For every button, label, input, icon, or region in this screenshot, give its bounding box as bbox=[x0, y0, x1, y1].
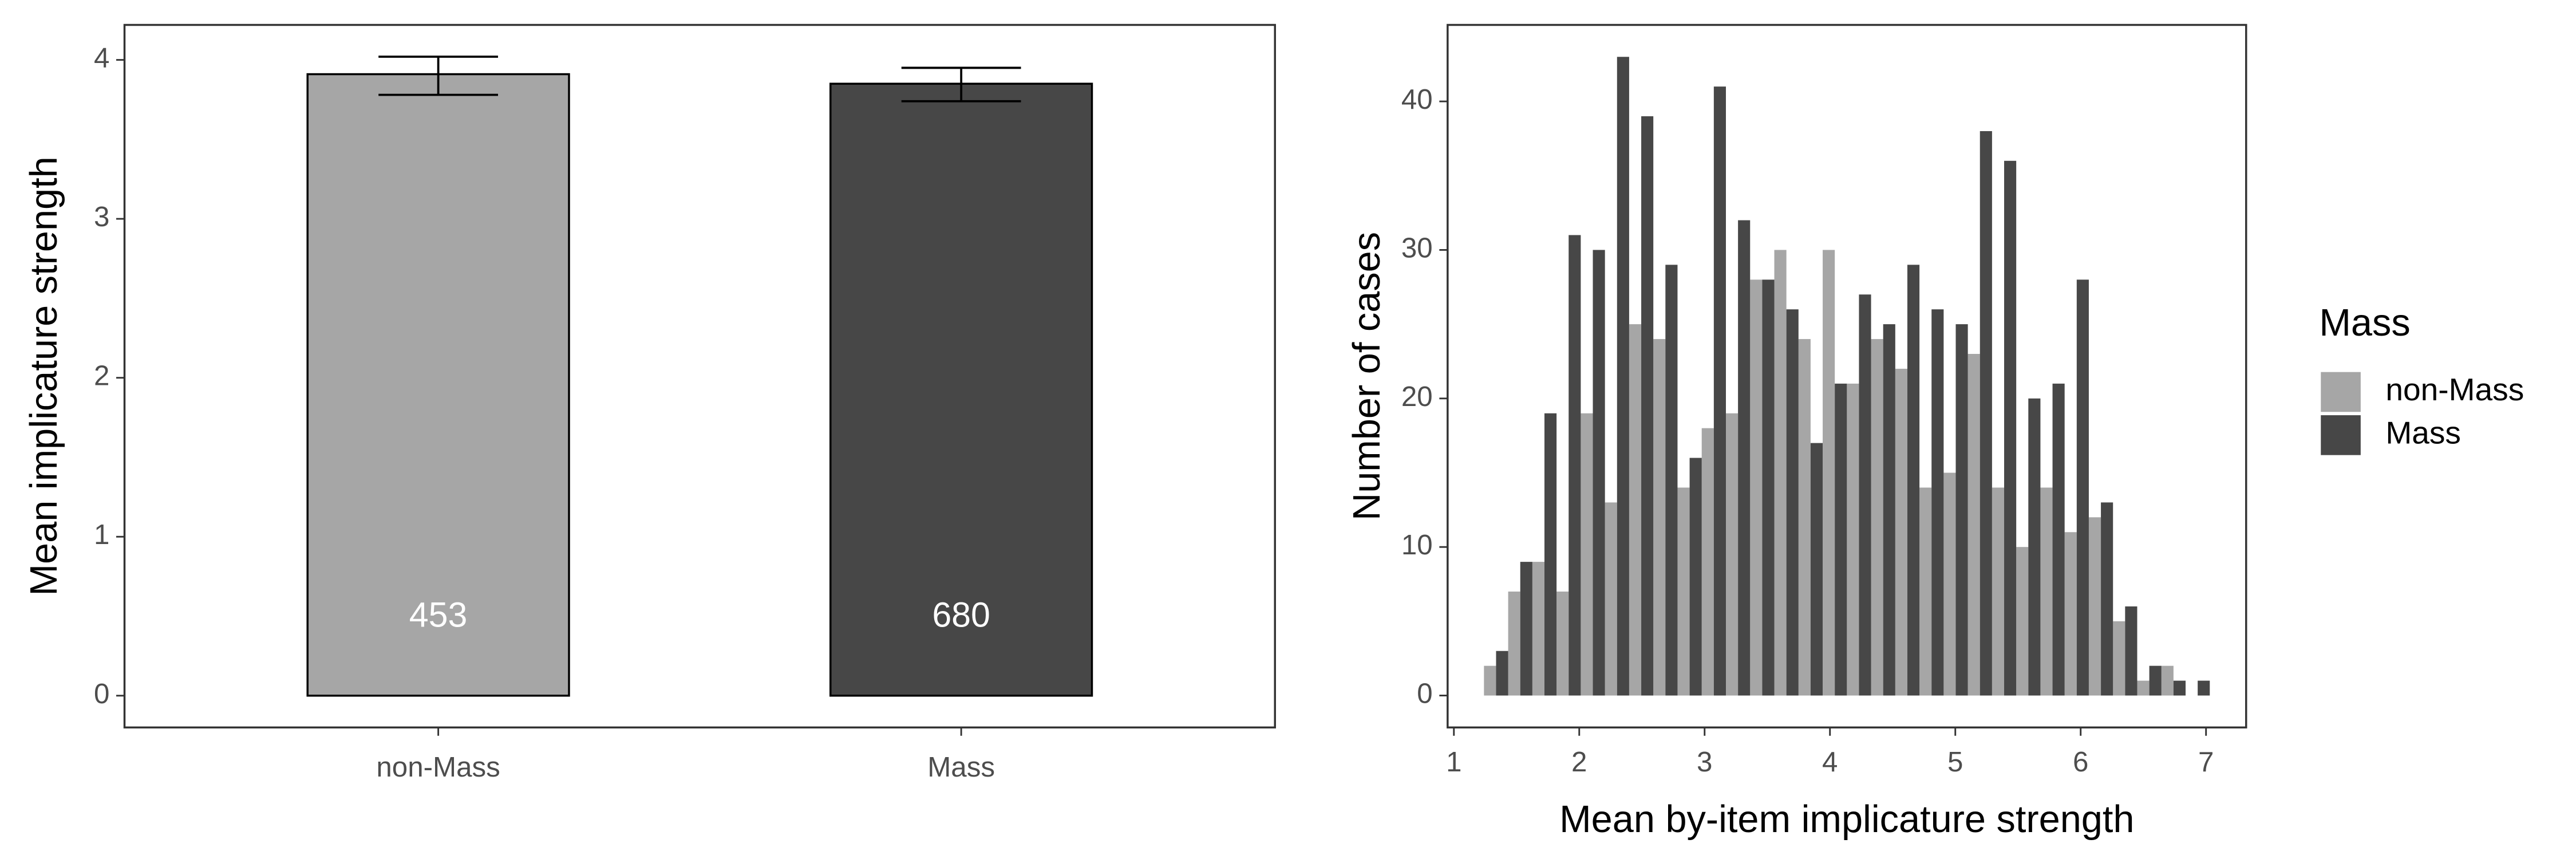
count-label: 680 bbox=[932, 596, 990, 635]
histogram-bar bbox=[1568, 235, 1581, 696]
x-tick-label: 5 bbox=[1947, 746, 1963, 778]
histogram-bar bbox=[1835, 383, 1847, 696]
histogram-bar bbox=[1980, 131, 1992, 696]
error-bar bbox=[378, 56, 499, 96]
y-tick-label: 4 bbox=[94, 42, 109, 74]
y-tick-label: 30 bbox=[1401, 232, 1433, 263]
y-axis-title: Mean implicature strength bbox=[23, 156, 65, 596]
error-bar bbox=[901, 66, 1021, 103]
histogram-bar bbox=[2149, 665, 2162, 696]
histogram-bar bbox=[2137, 680, 2150, 696]
histogram-bar bbox=[1508, 591, 1520, 696]
histogram-bar bbox=[1689, 458, 1702, 696]
y-tick-label: 2 bbox=[94, 360, 109, 392]
histogram-bar bbox=[2016, 547, 2029, 696]
histogram-bar bbox=[1762, 279, 1775, 696]
x-tick-label: Mass bbox=[927, 751, 995, 783]
histogram-bar bbox=[1520, 562, 1532, 696]
x-tick-label: non-Mass bbox=[376, 751, 500, 783]
x-tick-label: 3 bbox=[1697, 746, 1712, 778]
histogram-bar bbox=[1581, 413, 1593, 696]
histogram-bar bbox=[1847, 383, 1859, 696]
histogram-bar bbox=[2064, 532, 2077, 696]
histogram-bar bbox=[1931, 309, 1944, 696]
histogram-bar bbox=[1871, 339, 1883, 696]
histogram-bar bbox=[1713, 86, 1726, 696]
x-tick-label: 6 bbox=[2073, 746, 2088, 778]
histogram-bar bbox=[1786, 309, 1799, 696]
bar bbox=[829, 82, 1093, 697]
histogram-bar bbox=[1883, 324, 1895, 696]
y-tick-label: 20 bbox=[1401, 381, 1433, 412]
histogram-bar bbox=[1955, 324, 1968, 696]
histogram-bar bbox=[1617, 57, 1629, 696]
x-tick-label: 2 bbox=[1571, 746, 1587, 778]
histogram-bar bbox=[2076, 279, 2089, 696]
histogram-bar bbox=[1677, 487, 1690, 696]
y-axis-title: Number of cases bbox=[1346, 232, 1388, 521]
panel-border bbox=[123, 23, 1276, 729]
histogram-bar bbox=[1810, 443, 1823, 696]
histogram-bar bbox=[1665, 265, 1678, 696]
histogram-bar bbox=[1593, 250, 1605, 696]
x-tick-label: 7 bbox=[2198, 746, 2214, 778]
count-label: 453 bbox=[409, 596, 468, 635]
histogram-bar bbox=[2101, 502, 2113, 696]
histogram-bar bbox=[1750, 279, 1763, 696]
histogram-bar bbox=[1725, 413, 1739, 696]
histogram-bar bbox=[1484, 665, 1496, 696]
histogram-bar bbox=[2052, 383, 2065, 696]
histogram-bar bbox=[2125, 606, 2138, 696]
histogram-bar bbox=[1556, 591, 1569, 696]
legend-title: Mass bbox=[2319, 302, 2410, 344]
x-tick-label: 4 bbox=[1822, 746, 1838, 778]
legend-swatch bbox=[2321, 372, 2361, 412]
histogram-bar bbox=[1992, 487, 2005, 696]
histogram-bar bbox=[1496, 651, 1508, 696]
histogram-bar bbox=[2161, 665, 2174, 696]
histogram-bar bbox=[2004, 160, 2017, 696]
histogram-bar bbox=[1629, 324, 1642, 696]
histogram-bar bbox=[1907, 265, 1920, 696]
histogram-bar bbox=[1641, 116, 1654, 696]
histogram-bar bbox=[1859, 294, 1871, 696]
histogram-bar bbox=[2113, 621, 2125, 696]
histogram-bar bbox=[1798, 339, 1811, 696]
histogram-bar bbox=[1605, 502, 1617, 696]
legend-label: non-Mass bbox=[2385, 372, 2524, 407]
histogram-bar bbox=[1823, 250, 1835, 696]
y-tick-label: 10 bbox=[1401, 529, 1433, 561]
histogram-bar bbox=[1544, 413, 1557, 696]
histogram-bar bbox=[1895, 368, 1907, 696]
histogram-bar bbox=[1919, 487, 1932, 696]
y-tick-label: 0 bbox=[94, 678, 109, 710]
x-axis-title: Mean by-item implicature strength bbox=[1559, 798, 2134, 841]
histogram-bar bbox=[1774, 250, 1787, 696]
histogram-bar bbox=[1967, 353, 1980, 696]
bar bbox=[306, 73, 570, 697]
histogram-bar bbox=[1653, 339, 1666, 696]
y-tick-label: 3 bbox=[94, 201, 109, 233]
histogram-bar bbox=[2028, 398, 2041, 696]
histogram-bar bbox=[2040, 487, 2053, 696]
histogram-bar bbox=[2088, 517, 2101, 696]
y-tick-label: 40 bbox=[1401, 84, 1433, 115]
histogram-bar bbox=[1701, 428, 1714, 696]
legend-label: Mass bbox=[2385, 415, 2461, 450]
legend-swatch bbox=[2321, 415, 2361, 455]
histogram-bar bbox=[1943, 472, 1956, 696]
panel-border bbox=[1447, 23, 2247, 729]
histogram-bar bbox=[2173, 680, 2186, 696]
x-tick-label: 1 bbox=[1446, 746, 1461, 778]
y-tick-label: 0 bbox=[1417, 678, 1432, 710]
y-tick-label: 1 bbox=[94, 519, 109, 550]
histogram-bar bbox=[1532, 562, 1545, 696]
histogram-bar bbox=[2198, 680, 2210, 696]
histogram-bar bbox=[1738, 220, 1751, 696]
